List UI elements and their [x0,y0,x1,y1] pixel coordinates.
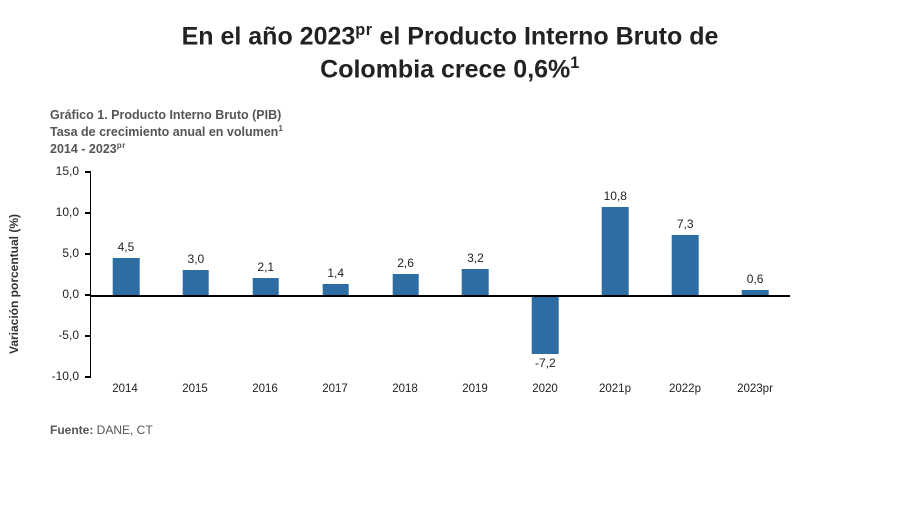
y-tick-label: 5,0 [62,246,79,260]
y-tick-label: 15,0 [56,164,79,178]
bar-slot: 7,3 [650,172,720,377]
bars-container: 4,5 3,0 2,1 1,4 2,6 3,2 -7,2 10,8 7,3 0,6 [91,172,790,377]
bar-value-label: 3,2 [467,251,484,265]
bar-slot: 3,0 [161,172,231,377]
bar-slot: 2,1 [231,172,301,377]
y-axis-label: Variación porcentual (%) [7,214,21,354]
page-container: { "title": { "line1_pre": "En el año 202… [0,0,900,507]
subtitle-line2-pre: Tasa de crecimiento anual en volumen [50,125,278,139]
chart-source: Fuente: DANE, CT [50,423,850,437]
bar-slot: 1,4 [301,172,371,377]
subtitle-line-2: Tasa de crecimiento anual en volumen1 [50,124,850,141]
bar [602,207,629,296]
bar [532,295,559,354]
subtitle-line-3: 2014 - 2023pr [50,141,850,158]
x-axis-labels: 20142015201620172018201920202021p2022p20… [90,377,790,395]
subtitle-line3-pre: 2014 - 2023 [50,142,117,156]
bar [183,270,210,295]
x-tick-label: 2023pr [720,377,790,395]
bar-slot: 2,6 [371,172,441,377]
bar [392,274,419,295]
bar-value-label: 0,6 [747,272,764,286]
x-tick-label: 2014 [90,377,160,395]
x-tick-label: 2016 [230,377,300,395]
y-tick-mark [85,376,91,378]
subtitle-line-1: Gráfico 1. Producto Interno Bruto (PIB) [50,107,850,124]
bar [672,235,699,295]
y-tick-label: 0,0 [62,287,79,301]
plot-area: 4,53,02,11,42,63,2-7,210,87,30,6 15,010,… [90,172,790,377]
x-tick-label: 2022p [650,377,720,395]
bar-value-label: 3,0 [188,252,205,266]
y-tick-mark [85,212,91,214]
bar-value-label: 2,1 [257,260,274,274]
title-line-1: En el año 2023pr el Producto Interno Bru… [50,20,850,53]
title-line-2: Colombia crece 0,6%1 [50,53,850,86]
subtitle-line3-sup: pr [117,141,126,150]
bar [322,284,349,295]
bar-value-label: 2,6 [397,256,414,270]
x-tick-label: 2018 [370,377,440,395]
bar [252,278,279,295]
y-tick-mark [85,335,91,337]
bar-chart: Variación porcentual (%) 4,53,02,11,42,6… [90,172,850,395]
page-title: En el año 2023pr el Producto Interno Bru… [50,20,850,85]
title-line1-pre: En el año 2023 [182,22,356,50]
bar-value-label: 7,3 [677,217,694,231]
source-text: DANE, CT [93,423,152,437]
y-tick-label: -5,0 [58,328,79,342]
bar-slot: 3,2 [441,172,511,377]
bar-slot: 10,8 [580,172,650,377]
x-tick-label: 2015 [160,377,230,395]
y-tick-mark [85,253,91,255]
bar [462,269,489,295]
title-line1-sup: pr [355,21,372,39]
x-tick-label: 2019 [440,377,510,395]
x-tick-label: 2021p [580,377,650,395]
bar-slot: 4,5 [91,172,161,377]
bar-value-label: 10,8 [604,189,627,203]
bar-slot: -7,2 [510,172,580,377]
bar-value-label: -7,2 [535,356,556,370]
bar-value-label: 4,5 [118,240,135,254]
subtitle-line2-sup: 1 [278,124,283,133]
y-tick-mark [85,294,91,296]
y-tick-mark [85,171,91,173]
zero-axis-line [91,295,790,297]
y-tick-label: 10,0 [56,205,79,219]
bar-slot: 0,6 [720,172,790,377]
title-line2-pre: Colombia crece 0,6% [320,55,570,83]
bar-value-label: 1,4 [327,266,344,280]
chart-subtitle: Gráfico 1. Producto Interno Bruto (PIB) … [50,107,850,158]
title-line2-sup: 1 [570,54,580,72]
x-tick-label: 2020 [510,377,580,395]
source-label: Fuente: [50,423,93,437]
x-tick-label: 2017 [300,377,370,395]
y-tick-label: -10,0 [52,369,79,383]
bar [113,258,140,295]
title-line1-post: el Producto Interno Bruto de [373,22,719,50]
